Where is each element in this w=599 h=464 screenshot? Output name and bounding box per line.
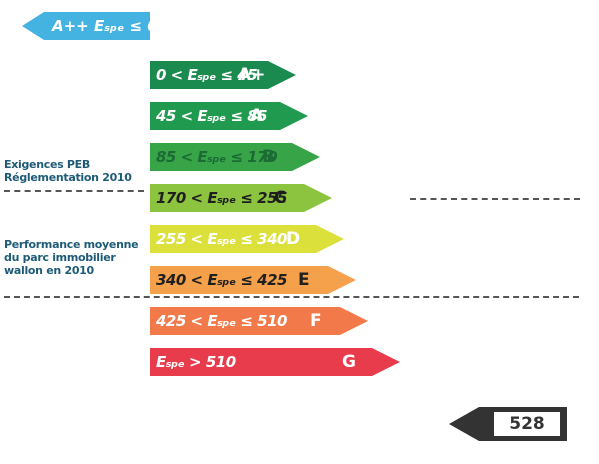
average-threshold-line: [4, 296, 579, 298]
peb-requirements-line-2: Réglementation 2010: [4, 171, 132, 184]
class-letter: F: [310, 311, 322, 331]
class-arrow-c: 170 < Eₛₚₑ ≤ 255 C: [150, 184, 332, 212]
class-arrow-f: 425 < Eₛₚₑ ≤ 510 F: [150, 307, 368, 335]
average-performance-line-3: wallon en 2010: [4, 264, 94, 277]
class-range-label: 425 < Eₛₚₑ ≤ 510: [156, 312, 287, 330]
class-arrow-a: 45 < Eₛₚₑ ≤ 85 A: [150, 102, 308, 130]
peb-threshold-line: [410, 198, 580, 200]
class-range-label: 45 < Eₛₚₑ ≤ 85: [156, 107, 268, 125]
peb-requirements-line-1: Exigences PEB: [4, 158, 90, 171]
class-arrow-g: Eₛₚₑ > 510 G: [150, 348, 400, 376]
class-letter: E: [298, 270, 310, 290]
class-arrow-b: 85 < Eₛₚₑ ≤ 170 B: [150, 143, 320, 171]
class-range-label: 0 < Eₛₚₑ ≤ 45: [156, 66, 258, 84]
class-a-plus-plus-label: A++ Eₛₚₑ ≤ 0: [52, 17, 158, 35]
class-range-label: 85 < Eₛₚₑ ≤ 170: [156, 148, 278, 166]
class-arrow-d: 255 < Eₛₚₑ ≤ 340 D: [150, 225, 344, 253]
class-arrow-e: 340 < Eₛₚₑ ≤ 425 E: [150, 266, 356, 294]
class-range-label: Eₛₚₑ > 510: [156, 353, 236, 371]
class-range-label: 170 < Eₛₚₑ ≤ 255: [156, 189, 287, 207]
class-range-label: 340 < Eₛₚₑ ≤ 425: [156, 271, 287, 289]
class-letter: C: [274, 188, 287, 208]
class-letter: G: [342, 352, 356, 372]
class-letter: D: [286, 229, 301, 249]
average-performance-line-2: du parc immobilier: [4, 251, 116, 264]
average-performance-line-1: Performance moyenne: [4, 238, 139, 251]
class-arrow-a-plus: 0 < Eₛₚₑ ≤ 45 A+: [150, 61, 296, 89]
class-letter: A+: [238, 65, 266, 85]
building-value: 528: [494, 412, 560, 436]
class-letter: A: [250, 106, 264, 126]
class-a-plus-plus-arrow: A++ Eₛₚₑ ≤ 0: [22, 12, 150, 40]
peb-underline: [4, 190, 144, 192]
peb-requirements-label: Exigences PEB Réglementation 2010: [4, 158, 132, 184]
class-letter: B: [262, 147, 275, 167]
average-performance-label: Performance moyenne du parc immobilier w…: [4, 238, 139, 277]
class-range-label: 255 < Eₛₚₑ ≤ 340: [156, 230, 287, 248]
